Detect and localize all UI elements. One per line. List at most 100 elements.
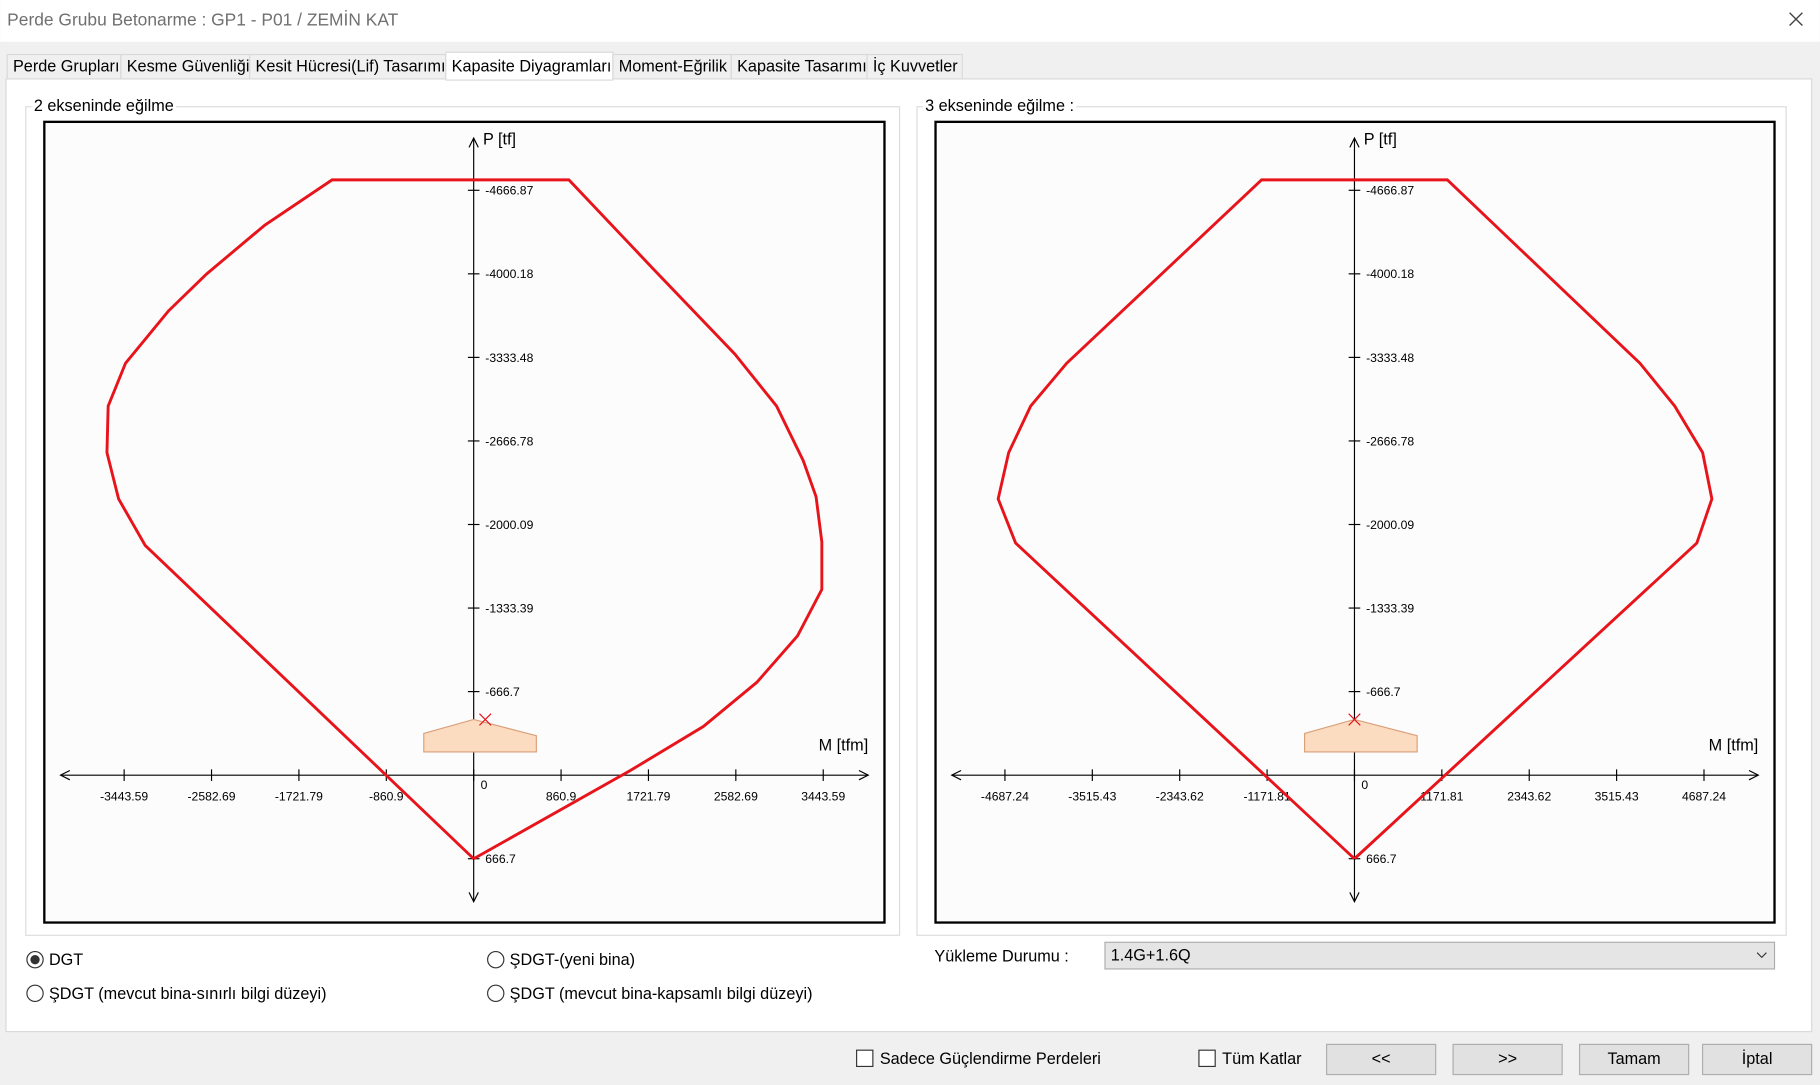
capacity-curve xyxy=(996,178,1714,860)
x-tick-label: -1721.79 xyxy=(275,789,323,803)
dropdown-value[interactable]: 1.4G+1.6Q xyxy=(1111,946,1191,964)
plot-frame xyxy=(43,120,886,924)
dropdown-chevron xyxy=(1756,952,1767,959)
y-tick-label: -3333.48 xyxy=(485,351,533,365)
button[interactable] xyxy=(1326,1043,1437,1076)
tab-label[interactable]: Moment-Eğrilik xyxy=(619,58,728,76)
title-bar xyxy=(0,0,1820,42)
button-label[interactable]: << xyxy=(1372,1050,1391,1068)
tab-label[interactable]: Kesme Güvenliği xyxy=(127,58,250,76)
y-tick-label: -2000.09 xyxy=(1366,518,1414,532)
y-tick-label: -666.7 xyxy=(485,685,520,699)
x-tick-label: -860.9 xyxy=(369,789,404,803)
tab-label[interactable]: Kapasite Tasarımı xyxy=(737,58,867,76)
checkbox[interactable] xyxy=(856,1049,874,1068)
x-tick-label: 1721.79 xyxy=(626,789,670,803)
x-tick-label: -2343.62 xyxy=(1156,789,1204,803)
dropdown[interactable] xyxy=(1104,941,1776,970)
x-tick-label: 860.9 xyxy=(546,789,577,803)
window-title: Perde Grubu Betonarme : GP1 - P01 / ZEMİ… xyxy=(7,9,398,29)
axis-arrow xyxy=(1748,769,1760,781)
axis-arrow xyxy=(468,892,479,903)
x-tick-label: -3515.43 xyxy=(1068,789,1116,803)
tab-label[interactable]: Kapasite Diyagramları xyxy=(452,58,612,76)
capacity-curve xyxy=(105,178,824,861)
group-title-background xyxy=(31,97,177,116)
section-icon xyxy=(1303,718,1418,753)
radio-dot xyxy=(30,955,40,965)
x-tick-label: -3443.59 xyxy=(100,789,148,803)
group-box xyxy=(25,106,901,936)
checkbox-label[interactable]: Tüm Katlar xyxy=(1222,1050,1302,1068)
button[interactable] xyxy=(1701,1043,1813,1076)
x-tick-label: -2582.69 xyxy=(187,789,235,803)
close-icon xyxy=(1789,12,1803,27)
x-tick-label: -1171.81 xyxy=(1244,789,1291,803)
x-tick-label: 3515.43 xyxy=(1595,789,1639,803)
x-tick-label: -4687.24 xyxy=(981,789,1029,803)
y-tick-label: -666.7 xyxy=(1366,685,1401,699)
tab[interactable] xyxy=(730,53,868,80)
radio-label[interactable]: ŞDGT (mevcut bina-sınırlı bilgi düzeyi) xyxy=(49,985,327,1003)
load-point xyxy=(479,713,492,726)
y-tick-label: 666.7 xyxy=(485,852,516,866)
y-tick-label: -4000.18 xyxy=(485,267,533,281)
y-tick-label: -1333.39 xyxy=(1366,601,1414,615)
tab-label[interactable]: Perde Grupları xyxy=(13,58,119,76)
y-tick-label: -3333.48 xyxy=(1366,351,1414,365)
x-tick-label: 0 xyxy=(481,778,488,792)
button[interactable] xyxy=(1452,1043,1563,1076)
axis-arrow xyxy=(1349,136,1360,148)
tab[interactable] xyxy=(866,53,963,80)
x-axis-label: M [tfm] xyxy=(819,736,869,754)
x-tick-label: 2343.62 xyxy=(1507,789,1551,803)
radio-label[interactable]: DGT xyxy=(49,951,83,969)
chart-title: 3 ekseninde eğilme : xyxy=(925,97,1074,115)
radio-label[interactable]: ŞDGT-(yeni bina) xyxy=(510,951,635,969)
button-label[interactable]: Tamam xyxy=(1607,1050,1660,1068)
axis-arrow xyxy=(858,769,870,781)
x-tick-label: 4687.24 xyxy=(1682,789,1726,803)
radio-button[interactable] xyxy=(487,950,505,969)
tab-label[interactable]: İç Kuvvetler xyxy=(873,57,958,76)
y-axis-label: P [tf] xyxy=(1364,131,1397,149)
load-point xyxy=(1348,713,1361,726)
radio-label[interactable]: ŞDGT (mevcut bina-kapsamlı bilgi düzeyi) xyxy=(510,985,813,1003)
x-tick-label: 2582.69 xyxy=(714,789,758,803)
y-tick-label: 666.7 xyxy=(1366,852,1397,866)
section-icon xyxy=(423,718,537,753)
tab[interactable] xyxy=(612,53,732,80)
y-tick-label: -4000.18 xyxy=(1366,267,1414,281)
y-axis-label: P [tf] xyxy=(483,131,516,149)
loading-label: Yükleme Durumu : xyxy=(934,948,1068,966)
group-box xyxy=(916,106,1787,936)
checkbox-label[interactable]: Sadece Güçlendirme Perdeleri xyxy=(880,1050,1101,1068)
y-tick-label: -2000.09 xyxy=(485,518,533,532)
axis-arrow xyxy=(1349,892,1360,903)
group-title-background xyxy=(922,97,1077,116)
axis-arrow xyxy=(468,136,479,148)
y-tick-label: -2666.78 xyxy=(485,434,533,448)
radio-button[interactable] xyxy=(26,984,44,1003)
x-tick-label: 3443.59 xyxy=(801,789,845,803)
button-label[interactable]: İptal xyxy=(1742,1049,1773,1068)
radio-button[interactable] xyxy=(487,984,505,1003)
x-tick-label: 1171.81 xyxy=(1420,789,1463,803)
chart-title: 2 ekseninde eğilme xyxy=(34,97,174,115)
y-tick-label: -2666.78 xyxy=(1366,434,1414,448)
button-label[interactable]: >> xyxy=(1498,1050,1517,1068)
button[interactable] xyxy=(1578,1043,1690,1076)
x-axis-label: M [tfm] xyxy=(1709,736,1759,754)
tab-label[interactable]: Kesit Hücresi(Lif) Tasarımı xyxy=(256,58,446,76)
close-button[interactable] xyxy=(1789,12,1803,27)
y-tick-label: -1333.39 xyxy=(485,601,533,615)
checkbox[interactable] xyxy=(1198,1049,1216,1068)
tab[interactable] xyxy=(6,53,122,80)
axis-arrow xyxy=(59,769,71,781)
axis-arrow xyxy=(950,769,962,781)
y-tick-label: -4666.87 xyxy=(1366,184,1414,198)
y-tick-label: -4666.87 xyxy=(485,184,533,198)
x-tick-label: 0 xyxy=(1361,778,1368,792)
